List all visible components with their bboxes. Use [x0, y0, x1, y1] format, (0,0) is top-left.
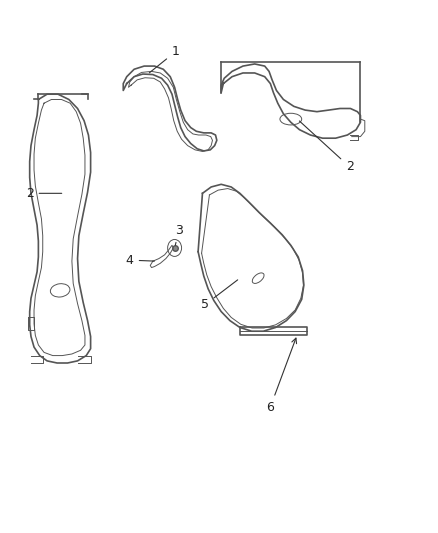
Text: 5: 5	[201, 280, 238, 311]
Text: 1: 1	[149, 45, 180, 73]
Text: 6: 6	[266, 338, 297, 414]
Text: 2: 2	[26, 187, 62, 200]
Text: 4: 4	[126, 254, 155, 266]
Text: 2: 2	[300, 121, 353, 173]
Text: 3: 3	[175, 224, 183, 245]
